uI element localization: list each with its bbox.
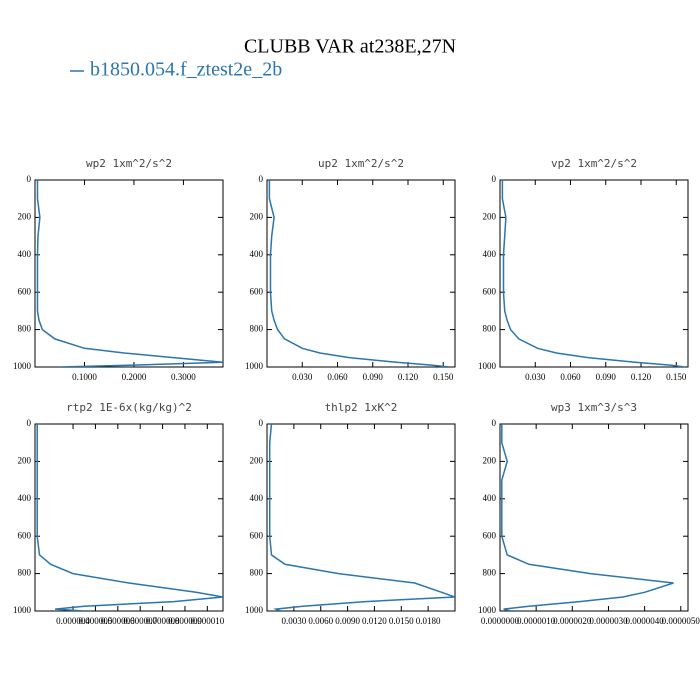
y-tick-label: 400 [18, 249, 32, 259]
x-tick-label: 0.3000 [171, 372, 196, 382]
x-tick-label: 0.060 [327, 372, 348, 382]
x-tick-label: 0.000008 [146, 616, 180, 626]
x-tick-label: 0.0000030 [589, 616, 628, 626]
x-tick-label: 0.000009 [168, 616, 202, 626]
x-tick-label: 0.0060 [308, 616, 333, 626]
y-tick-label: 0 [27, 418, 32, 428]
y-tick-label: 200 [483, 455, 497, 465]
x-tick-label: 0.150 [433, 372, 454, 382]
y-tick-label: 400 [483, 493, 497, 503]
y-tick-label: 800 [250, 568, 264, 578]
plot-frame [34, 179, 224, 368]
panel-title: wp2 1xm^2/s^2 [86, 157, 172, 170]
x-tick-label: 0.0180 [416, 616, 441, 626]
y-tick-label: 0 [259, 418, 264, 428]
y-tick-label: 1000 [478, 361, 497, 371]
x-tick-label: 0.0120 [362, 616, 387, 626]
panel-title: thlp2 1xK^2 [325, 401, 398, 414]
y-tick-label: 0 [492, 418, 497, 428]
plot-frame [499, 423, 689, 612]
y-tick-label: 800 [250, 324, 264, 334]
y-tick-label: 800 [18, 324, 32, 334]
profile-line [501, 180, 685, 367]
y-tick-label: 600 [483, 530, 497, 540]
x-tick-label: 0.0000050 [662, 616, 700, 626]
profile-line [36, 424, 223, 611]
x-tick-label: 0.120 [631, 372, 652, 382]
x-tick-label: 0.0000020 [553, 616, 592, 626]
x-tick-label: 0.0150 [389, 616, 414, 626]
x-tick-label: 0.000004 [56, 616, 90, 626]
x-tick-label: 0.0030 [281, 616, 306, 626]
x-tick-label: 0.090 [596, 372, 617, 382]
x-tick-label: 0.1000 [72, 372, 97, 382]
x-tick-label: 0.150 [666, 372, 687, 382]
y-tick-label: 400 [250, 493, 264, 503]
y-tick-label: 200 [250, 455, 264, 465]
panel-title: wp3 1xm^3/s^3 [551, 401, 637, 414]
panel-title: rtp2 1E-6x(kg/kg)^2 [66, 401, 192, 414]
profile-line [501, 424, 674, 611]
panel-title: vp2 1xm^2/s^2 [551, 157, 637, 170]
y-tick-label: 800 [483, 324, 497, 334]
y-tick-label: 1000 [13, 605, 32, 615]
y-tick-label: 200 [250, 211, 264, 221]
panel-title: up2 1xm^2/s^2 [318, 157, 404, 170]
y-tick-label: 400 [483, 249, 497, 259]
plot-frame [34, 423, 224, 612]
x-tick-label: 0.000006 [101, 616, 135, 626]
y-tick-label: 1000 [478, 605, 497, 615]
x-tick-label: 0.090 [363, 372, 384, 382]
x-tick-label: 0.030 [292, 372, 313, 382]
y-tick-label: 1000 [13, 361, 32, 371]
y-tick-label: 400 [250, 249, 264, 259]
y-tick-label: 200 [18, 455, 32, 465]
x-tick-label: 0.120 [398, 372, 419, 382]
y-tick-label: 600 [483, 286, 497, 296]
profile-line [268, 424, 455, 611]
chart-title: CLUBB VAR at238E,27N [244, 36, 456, 58]
x-tick-label: 0.0000040 [625, 616, 664, 626]
y-tick-label: 0 [27, 174, 32, 184]
y-tick-label: 600 [18, 530, 32, 540]
x-tick-label: 0.000007 [123, 616, 157, 626]
profile-line [268, 180, 450, 367]
plot-frame [266, 179, 456, 368]
y-tick-label: 0 [259, 174, 264, 184]
y-tick-label: 600 [250, 530, 264, 540]
y-tick-label: 1000 [245, 605, 264, 615]
x-tick-label: 0.0000000 [481, 616, 520, 626]
legend-label: b1850.054.f_ztest2e_2b [90, 59, 282, 81]
y-tick-label: 200 [18, 211, 32, 221]
plot-frame [266, 423, 456, 612]
plot-frame [499, 179, 689, 368]
y-tick-label: 600 [18, 286, 32, 296]
x-tick-label: 0.0000010 [517, 616, 556, 626]
y-tick-label: 600 [250, 286, 264, 296]
x-tick-label: 0.2000 [122, 372, 147, 382]
x-tick-label: 0.0090 [335, 616, 360, 626]
y-tick-label: 800 [483, 568, 497, 578]
x-tick-label: 0.000005 [79, 616, 113, 626]
y-tick-label: 0 [492, 174, 497, 184]
y-tick-label: 800 [18, 568, 32, 578]
y-tick-label: 200 [483, 211, 497, 221]
profile-line [36, 180, 223, 367]
x-tick-label: 0.000010 [190, 616, 224, 626]
y-tick-label: 400 [18, 493, 32, 503]
y-tick-label: 1000 [245, 361, 264, 371]
x-tick-label: 0.030 [525, 372, 546, 382]
x-tick-label: 0.060 [560, 372, 581, 382]
